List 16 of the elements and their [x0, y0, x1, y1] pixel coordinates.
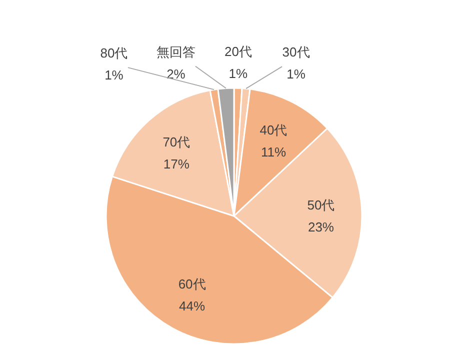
slice-label: 40代 [260, 122, 288, 138]
slice-label: 50代 [307, 197, 335, 212]
data-label: 2% [166, 66, 186, 82]
slice-label: 70代 [162, 134, 190, 150]
data-label: 1% [228, 66, 248, 82]
data-label: 44% [179, 298, 206, 314]
data-label: 1% [104, 68, 124, 83]
slice-label: 20代 [224, 44, 252, 60]
data-label: 23% [308, 219, 334, 234]
slice-label: 60代 [178, 276, 206, 292]
data-label: 1% [286, 66, 306, 82]
data-label: 17% [163, 156, 190, 172]
slice-label: 無回答 [156, 44, 196, 60]
slice-label: 30代 [282, 44, 310, 60]
slice-label: 80代 [100, 46, 128, 61]
data-label: 11% [260, 144, 286, 160]
